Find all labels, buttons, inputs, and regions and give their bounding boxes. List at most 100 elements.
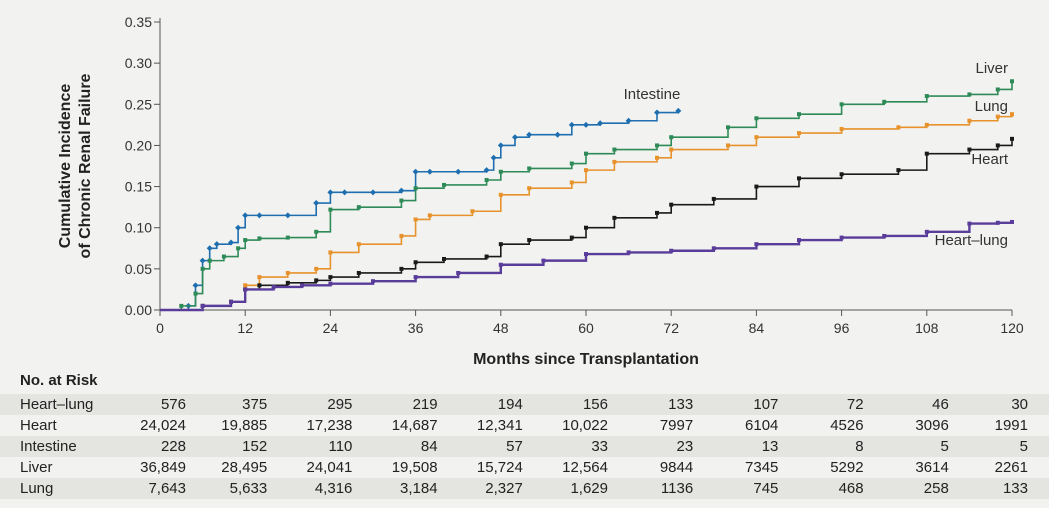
censor-mark [612,159,617,164]
censor-mark [314,229,319,234]
censor-mark [584,252,588,257]
censor-mark [1010,219,1014,224]
censor-mark [896,168,901,173]
censor-mark [655,143,659,148]
censor-mark [924,122,929,127]
risk-value: 33 [591,438,608,455]
censor-mark [569,161,574,166]
risk-value: 219 [412,396,438,413]
censor-mark [655,210,659,215]
censor-mark [569,235,574,240]
y-tick-label: 0.15 [125,179,152,195]
censor-mark [995,143,1000,148]
censor-mark [669,248,674,253]
risk-value: 19,885 [221,417,268,434]
intestine-point [483,167,490,174]
censor-mark [612,215,617,220]
censor-mark [356,270,361,275]
censor-mark [399,198,404,203]
intestine-point [341,189,348,196]
intestine-point [455,168,462,175]
risk-value: 1,629 [570,480,608,497]
risk-value: 133 [668,396,694,413]
intestine-point [675,107,682,114]
risk-value: 30 [1011,396,1028,413]
intestine-point [497,142,504,149]
censor-mark [399,266,404,271]
censor-mark [243,238,248,243]
x-tick-label: 12 [237,320,253,336]
censor-mark [229,299,233,304]
censor-mark [1010,112,1014,117]
censor-mark [797,112,801,117]
y-axis-title-line2: of Chronic Renal Failure [77,73,94,258]
censor-mark [924,151,929,156]
censor-mark [470,209,475,214]
censor-mark [257,275,262,280]
risk-value: 375 [242,396,268,413]
censor-mark [967,118,972,123]
series-label-1: Liver [975,60,1008,77]
series-label-3: Heart [971,151,1009,168]
risk-value: 7345 [745,459,779,476]
chart-axes: 0.00 0.05 0.10 0.15 0.20 0.25 0.30 0.35 0 12 24 36 4… [57,14,1024,368]
risk-value: 152 [242,438,268,455]
censor-mark [995,114,1000,119]
risk-value: 468 [838,480,864,497]
censor-mark [314,266,319,271]
risk-value: 228 [160,438,186,455]
risk-value: 258 [923,480,949,497]
risk-row: Liver 36,849 28,495 24,041 19,508 15,724 12,56… [0,457,1049,478]
censor-mark [839,126,844,131]
censor-mark [484,254,489,259]
censor-mark [427,213,432,218]
censor-mark [726,125,730,130]
intestine-point [412,168,419,175]
censor-mark [584,225,588,230]
censor-mark [569,180,574,185]
risk-value: 12,564 [562,459,608,476]
censor-mark [612,147,617,152]
risk-value: 5292 [830,459,864,476]
intestine-point [199,257,206,264]
series-label-0: Intestine [624,86,681,103]
censor-mark [314,278,319,283]
censor-mark [882,233,887,238]
risk-value: 10,022 [562,417,608,434]
risk-value: 194 [497,396,523,413]
x-axis-title: Months since Transplantation [473,351,699,368]
censor-mark [726,143,730,148]
risk-value: 8 [855,438,864,455]
y-tick-label: 0.25 [125,96,152,112]
risk-value: 5 [940,438,949,455]
censor-mark [924,229,929,234]
censor-mark [1010,79,1014,84]
risk-value: 9844 [659,459,694,476]
y-tick-label: 0.05 [125,261,152,277]
intestine-point [625,117,632,124]
censor-mark [328,275,333,280]
censor-mark [356,242,361,247]
censor-mark [328,207,333,212]
censor-mark [285,270,290,275]
censor-mark [797,238,801,243]
intestine-point [526,131,533,138]
x-tick-label: 96 [834,320,850,336]
x-tick-label: 72 [663,320,679,336]
censor-mark [839,102,844,107]
censor-mark [498,169,503,174]
censor-mark [207,258,212,263]
risk-table-title: No. at Risk [20,372,98,389]
intestine-point [490,154,497,161]
intestine-point [242,212,249,219]
risk-row-name: Heart [20,417,57,434]
risk-value: 3096 [915,417,949,434]
censor-mark [754,116,759,121]
risk-value: 17,238 [306,417,353,434]
risk-value: 13 [761,438,779,455]
censor-mark [271,284,276,289]
intestine-point [256,212,263,219]
censor-mark [257,236,262,241]
chart-labels: Intestine Liver Lung Heart Heart–lung [624,60,1009,249]
x-tick-label: 108 [915,320,939,336]
